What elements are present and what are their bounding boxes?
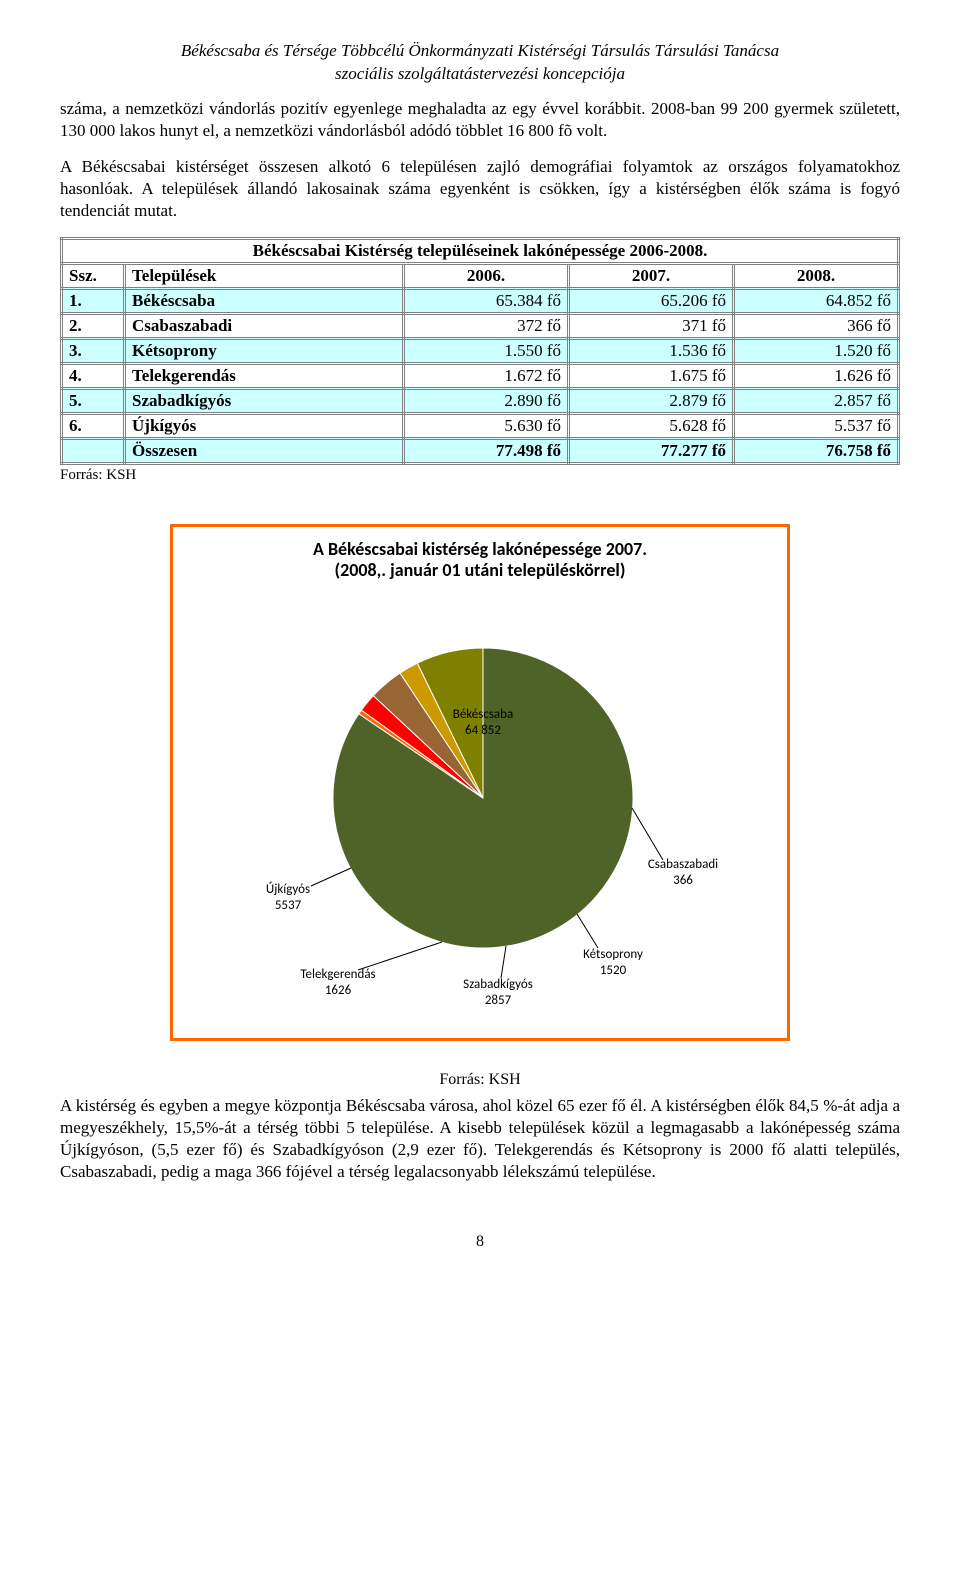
col-telepulesek: Települések xyxy=(125,263,404,288)
row-name: Kétsoprony xyxy=(125,338,404,363)
table-row: 4.Telekgerendás1.672 fő1.675 fő1.626 fő xyxy=(62,363,899,388)
document-header-subtitle: szociális szolgáltatástervezési koncepci… xyxy=(60,64,900,84)
total-2008: 76.758 fő xyxy=(734,438,899,463)
paragraph-1: száma, a nemzetközi vándorlás pozitív eg… xyxy=(60,98,900,142)
chart-source: Forrás: KSH xyxy=(60,1071,900,1089)
row-2007: 1.536 fő xyxy=(569,338,734,363)
svg-text:Békéscsaba: Békéscsaba xyxy=(453,707,513,722)
table-row: 6.Újkígyós5.630 fő5.628 fő5.537 fő xyxy=(62,413,899,438)
slice-label: Újkígyós5537 xyxy=(266,882,310,913)
svg-text:5537: 5537 xyxy=(275,898,302,913)
chart-box: A Békéscsabai kistérség lakónépessége 20… xyxy=(170,524,790,1041)
total-name: Összesen xyxy=(125,438,404,463)
col-2007: 2007. xyxy=(569,263,734,288)
row-2006: 1.550 fő xyxy=(404,338,569,363)
table-row: 2.Csabaszabadi372 fő371 fő366 fő xyxy=(62,313,899,338)
row-2006: 372 fő xyxy=(404,313,569,338)
row-idx: 4. xyxy=(62,363,125,388)
row-idx: 2. xyxy=(62,313,125,338)
chart-title-line2: (2008,. január 01 utáni településkörrel) xyxy=(183,560,777,582)
paragraph-2: A Békéscsabai kistérséget összesen alkot… xyxy=(60,156,900,222)
svg-text:Csabaszabadi: Csabaszabadi xyxy=(648,857,718,872)
leader-line xyxy=(632,808,663,860)
row-2008: 2.857 fő xyxy=(734,388,899,413)
leader-line xyxy=(311,868,351,886)
table-header-row: Ssz. Települések 2006. 2007. 2008. xyxy=(62,263,899,288)
row-2008: 5.537 fő xyxy=(734,413,899,438)
row-2007: 1.675 fő xyxy=(569,363,734,388)
chart-title-line1: A Békéscsabai kistérség lakónépessége 20… xyxy=(183,539,777,561)
row-idx: 3. xyxy=(62,338,125,363)
total-idx xyxy=(62,438,125,463)
row-name: Szabadkígyós xyxy=(125,388,404,413)
population-table: Békéscsabai Kistérség településeinek lak… xyxy=(60,237,900,465)
row-2006: 2.890 fő xyxy=(404,388,569,413)
table-title: Békéscsabai Kistérség településeinek lak… xyxy=(62,238,899,263)
pie-chart: Békéscsaba64 852 Csabaszabadi366 Kétsopron… xyxy=(183,588,783,1018)
row-idx: 1. xyxy=(62,288,125,313)
row-2006: 5.630 fő xyxy=(404,413,569,438)
row-2008: 366 fő xyxy=(734,313,899,338)
row-2007: 65.206 fő xyxy=(569,288,734,313)
row-2007: 5.628 fő xyxy=(569,413,734,438)
row-2008: 1.626 fő xyxy=(734,363,899,388)
leader-line xyxy=(577,914,598,948)
paragraph-3: A kistérség és egyben a megye központja … xyxy=(60,1095,900,1183)
table-source: Forrás: KSH xyxy=(60,467,900,484)
slice-label: Kétsoprony1520 xyxy=(583,947,643,978)
col-2006: 2006. xyxy=(404,263,569,288)
total-2007: 77.277 fő xyxy=(569,438,734,463)
svg-text:Szabadkígyós: Szabadkígyós xyxy=(463,977,533,992)
svg-text:1520: 1520 xyxy=(600,963,627,978)
row-2008: 1.520 fő xyxy=(734,338,899,363)
table-row: 3.Kétsoprony1.550 fő1.536 fő1.520 fő xyxy=(62,338,899,363)
row-idx: 5. xyxy=(62,388,125,413)
table-total-row: Összesen 77.498 fő 77.277 fő 76.758 fő xyxy=(62,438,899,463)
row-idx: 6. xyxy=(62,413,125,438)
slice-label: Telekgerendás1626 xyxy=(300,967,375,998)
document-header-title: Békéscsaba és Térsége Többcélú Önkormány… xyxy=(60,40,900,62)
svg-text:Újkígyós: Újkígyós xyxy=(266,882,310,897)
leader-line xyxy=(358,942,442,970)
svg-text:Kétsoprony: Kétsoprony xyxy=(583,947,643,962)
col-ssz: Ssz. xyxy=(62,263,125,288)
row-name: Csabaszabadi xyxy=(125,313,404,338)
col-2008: 2008. xyxy=(734,263,899,288)
row-2006: 65.384 fő xyxy=(404,288,569,313)
svg-text:Telekgerendás: Telekgerendás xyxy=(300,967,375,982)
row-name: Újkígyós xyxy=(125,413,404,438)
page-number: 8 xyxy=(60,1233,900,1251)
svg-text:64 852: 64 852 xyxy=(465,723,501,738)
svg-text:366: 366 xyxy=(673,873,693,888)
leader-line xyxy=(501,946,506,978)
chart-container: A Békéscsabai kistérség lakónépessége 20… xyxy=(60,524,900,1041)
row-2006: 1.672 fő xyxy=(404,363,569,388)
row-2007: 371 fő xyxy=(569,313,734,338)
slice-label: Csabaszabadi366 xyxy=(648,857,718,888)
table-row: 5.Szabadkígyós2.890 fő2.879 fő2.857 fő xyxy=(62,388,899,413)
row-2007: 2.879 fő xyxy=(569,388,734,413)
svg-text:2857: 2857 xyxy=(485,993,512,1008)
total-2006: 77.498 fő xyxy=(404,438,569,463)
row-name: Békéscsaba xyxy=(125,288,404,313)
row-name: Telekgerendás xyxy=(125,363,404,388)
slice-label: Szabadkígyós2857 xyxy=(463,977,533,1008)
row-2008: 64.852 fő xyxy=(734,288,899,313)
table-row: 1.Békéscsaba65.384 fő65.206 fő64.852 fő xyxy=(62,288,899,313)
svg-text:1626: 1626 xyxy=(325,983,352,998)
